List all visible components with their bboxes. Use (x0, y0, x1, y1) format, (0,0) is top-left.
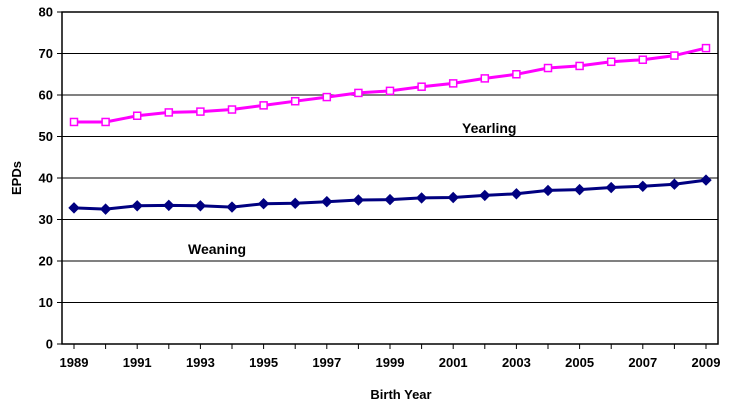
data-point-weaning (510, 188, 523, 200)
x-tick-label: 1999 (376, 355, 405, 370)
data-point-weaning (700, 174, 712, 186)
data-point-weaning (668, 178, 681, 190)
data-point-yearling (417, 82, 426, 91)
data-point-weaning (542, 184, 554, 197)
data-point-weaning (637, 180, 649, 193)
data-point-weaning (163, 199, 175, 212)
x-tick-label: 1997 (312, 355, 341, 370)
y-tick-label: 40 (39, 171, 53, 186)
data-point-weaning (289, 197, 301, 210)
y-axis-title: EPDs (9, 161, 24, 195)
data-point-yearling (354, 88, 363, 98)
data-point-yearling (69, 117, 79, 127)
data-point-yearling (543, 63, 553, 73)
data-point-yearling (638, 55, 648, 64)
data-point-yearling (101, 117, 110, 127)
x-tick-label: 2007 (628, 355, 657, 370)
y-tick-label: 10 (39, 295, 53, 310)
data-point-yearling (512, 70, 521, 79)
data-point-weaning (68, 202, 80, 214)
data-point-weaning (352, 194, 365, 206)
data-point-yearling (227, 105, 237, 114)
data-point-weaning (99, 203, 112, 215)
series-label-weaning: Weaning (188, 241, 246, 257)
y-tick-label: 60 (39, 88, 53, 103)
y-tick-label: 80 (39, 5, 53, 20)
data-point-yearling (322, 92, 332, 102)
x-tick-label: 2005 (565, 355, 594, 370)
series-label-yearling: Yearling (462, 120, 516, 136)
data-point-yearling (385, 86, 395, 96)
data-point-yearling (575, 61, 584, 71)
data-point-weaning (321, 195, 333, 208)
data-point-weaning (384, 193, 396, 206)
data-point-weaning (447, 191, 459, 204)
x-tick-label: 1993 (186, 355, 215, 370)
data-point-yearling (196, 107, 205, 116)
data-point-yearling (670, 51, 679, 60)
data-point-weaning (415, 192, 428, 204)
data-point-yearling (132, 111, 142, 120)
data-point-weaning (479, 189, 491, 202)
y-tick-label: 50 (39, 129, 53, 144)
data-point-yearling (290, 96, 300, 106)
x-tick-label: 1989 (60, 355, 89, 370)
y-tick-label: 20 (39, 254, 53, 269)
data-point-yearling (480, 74, 490, 83)
series-group (68, 43, 712, 215)
x-tick-label: 1995 (249, 355, 278, 370)
data-point-yearling (701, 43, 711, 53)
y-axis: 0 10 20 30 40 50 60 70 80 (39, 5, 62, 352)
data-point-weaning (605, 181, 617, 194)
data-point-weaning (194, 200, 207, 212)
x-tick-label: 1991 (123, 355, 152, 370)
data-point-yearling (259, 101, 268, 110)
y-tick-label: 70 (39, 46, 53, 61)
data-point-weaning (257, 198, 270, 210)
x-axis-title: Birth Year (370, 387, 431, 402)
x-tick-label: 2001 (439, 355, 468, 370)
x-tick-label: 2009 (692, 355, 721, 370)
data-point-yearling (606, 57, 616, 67)
x-axis: 1989 1991 1993 1995 1997 1999 2001 2003 2005 2007… (60, 344, 721, 370)
data-point-weaning (131, 200, 143, 212)
data-point-yearling (448, 79, 458, 88)
y-tick-label: 0 (46, 337, 53, 352)
data-point-weaning (573, 183, 586, 196)
x-tick-label: 2003 (502, 355, 531, 370)
y-tick-label: 30 (39, 212, 53, 227)
data-point-weaning (226, 201, 238, 213)
data-point-yearling (164, 108, 174, 117)
